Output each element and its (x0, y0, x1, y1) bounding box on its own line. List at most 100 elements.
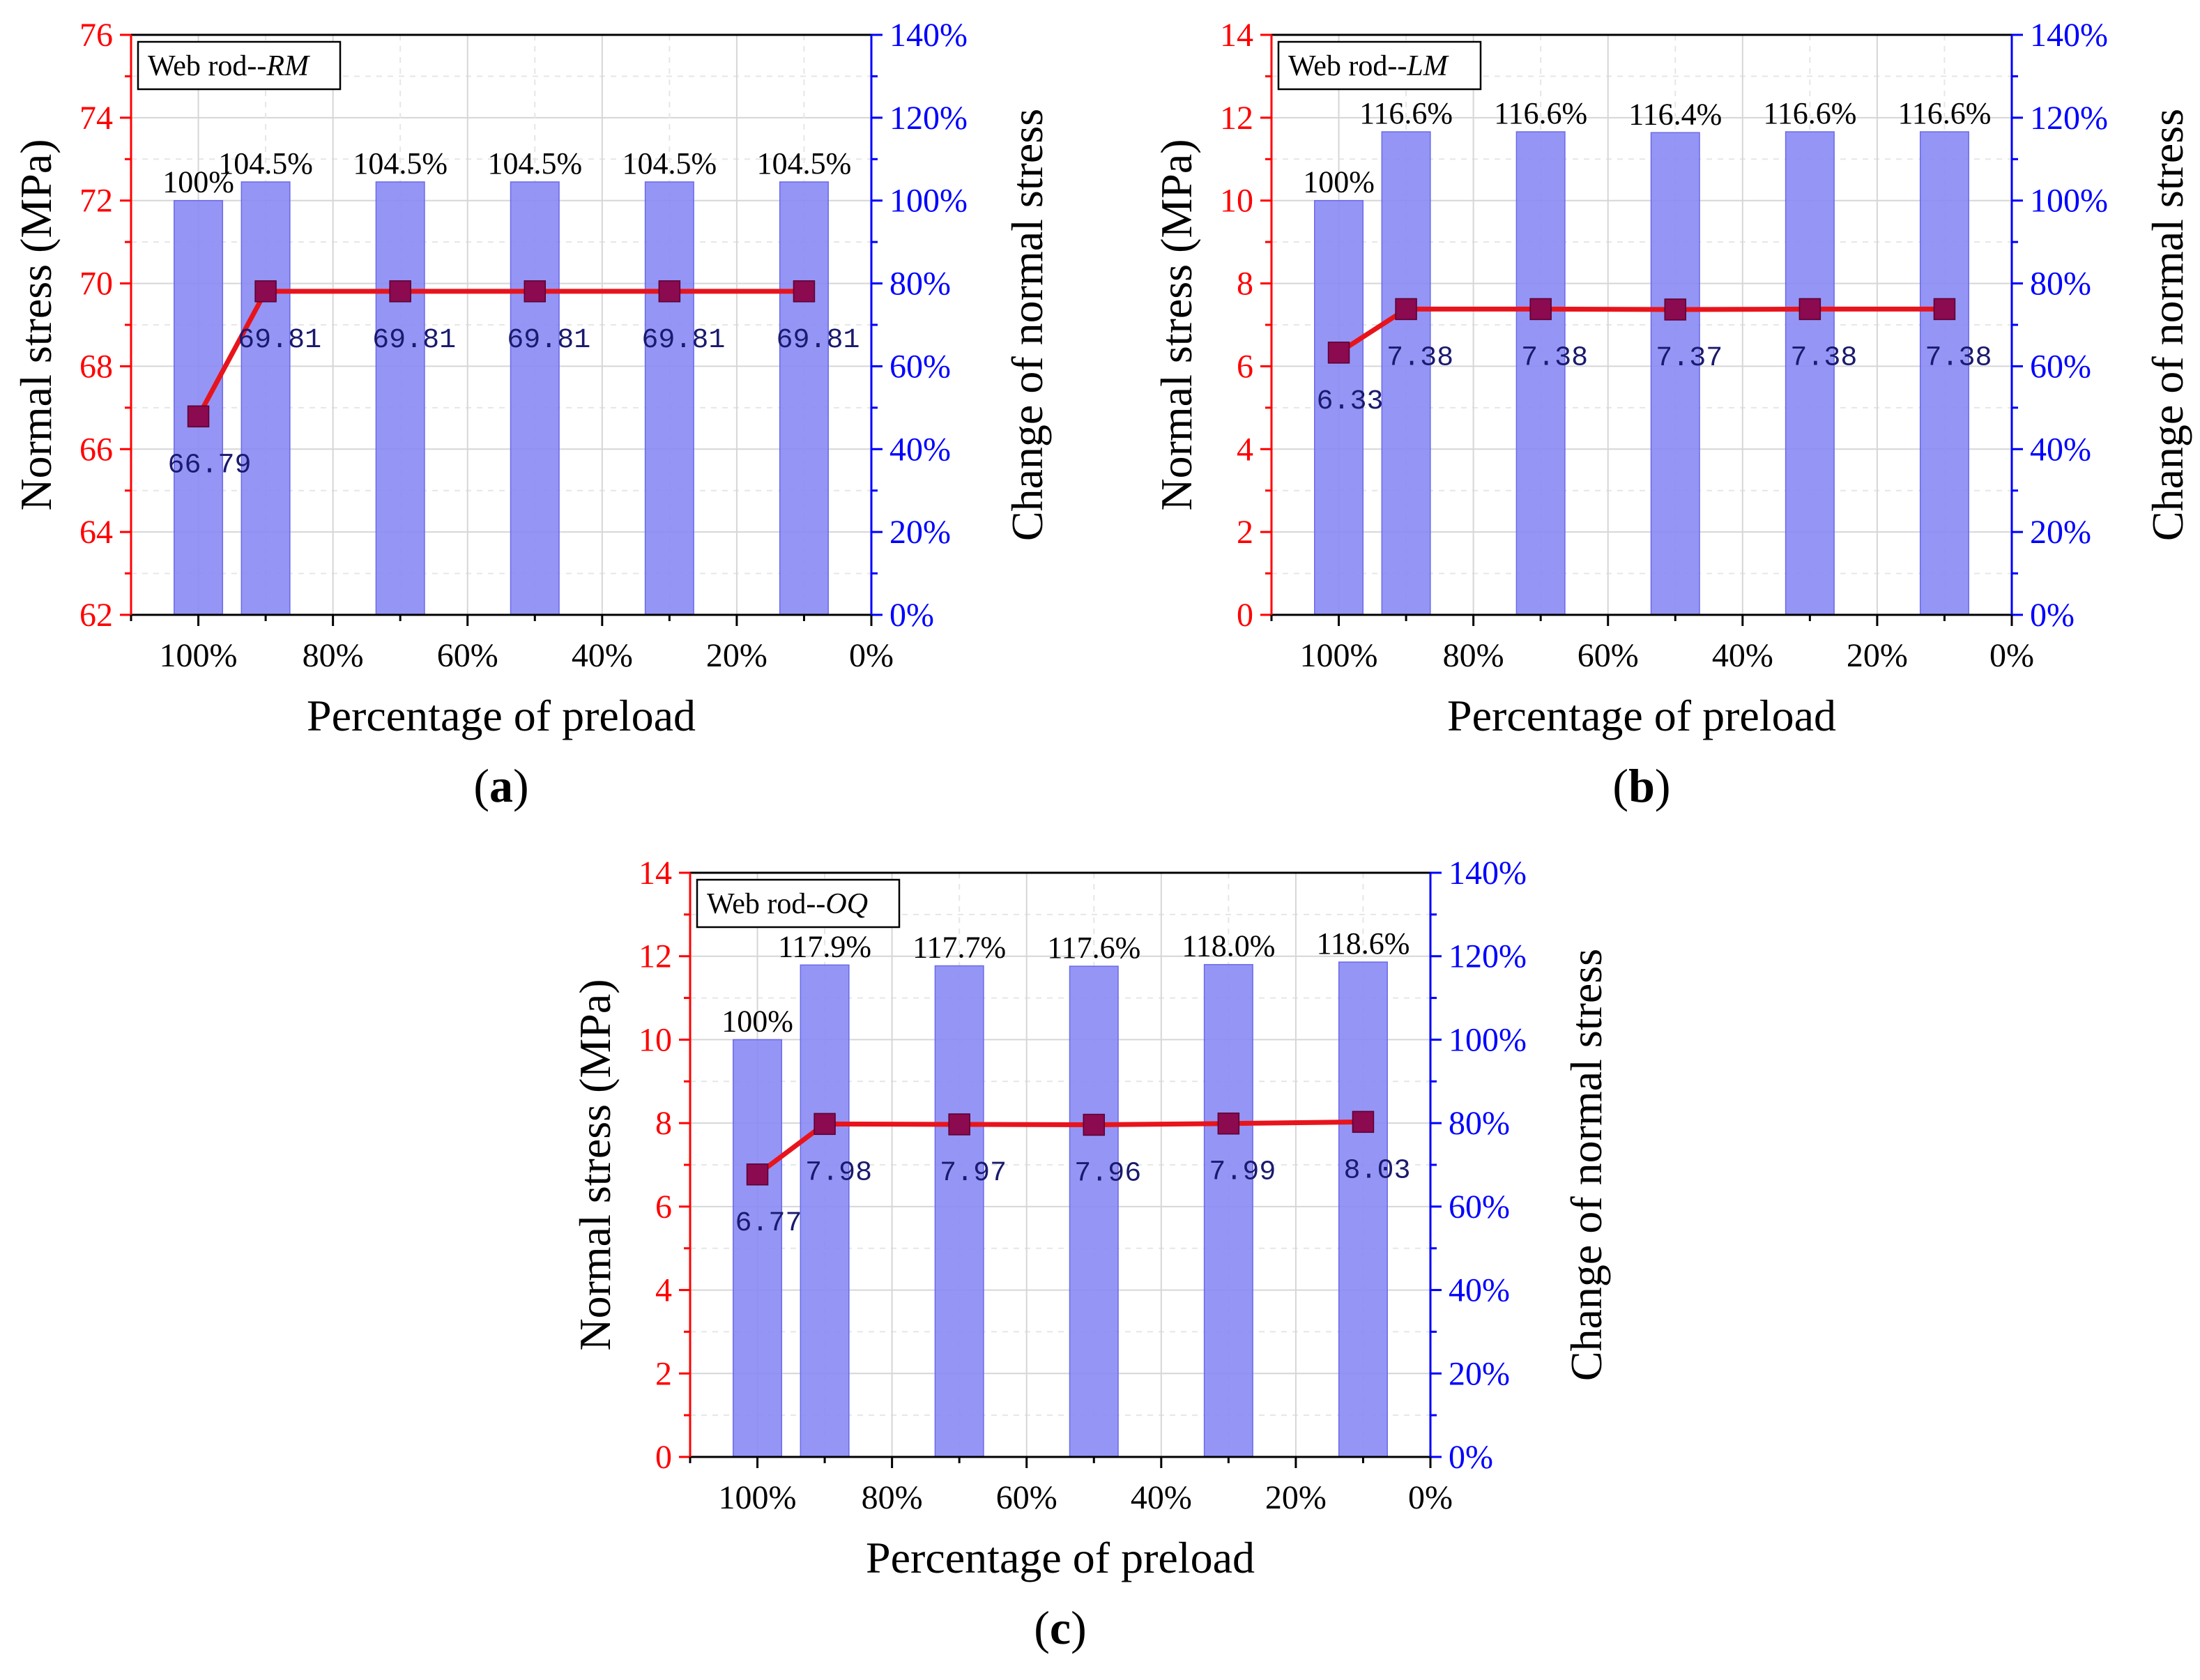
data-point (187, 405, 210, 428)
data-point (1664, 298, 1687, 321)
data-point (389, 280, 411, 303)
panel-caption: (a) (473, 759, 528, 812)
y-left-tick-label: 10 (1220, 183, 1253, 220)
y-left-tick-label: 8 (655, 1105, 672, 1142)
y-right-tick-label: 20% (889, 514, 951, 551)
y-left-axis-title: Normal stress (MPa) (1152, 139, 1201, 510)
x-tick-label: 20% (706, 637, 767, 674)
point-value-label: 69.81 (238, 325, 321, 356)
y-right-tick-label: 140% (1449, 855, 1527, 892)
data-point (1352, 1110, 1375, 1133)
data-point (746, 1163, 769, 1186)
bar (1338, 961, 1388, 1458)
bar-value-label: 117.9% (778, 929, 871, 963)
point-value-label: 6.77 (735, 1208, 802, 1239)
y-right-tick-label: 60% (2030, 348, 2091, 385)
bar-value-label: 118.0% (1182, 929, 1275, 963)
bar-value-label: 104.5% (622, 146, 717, 181)
bar (510, 181, 560, 616)
y-left-tick-label: 6 (1237, 348, 1253, 385)
y-right-tick-label: 0% (889, 597, 934, 634)
chart-panel: 024681012140%20%40%60%80%100%120%140%100… (570, 855, 1611, 1654)
y-left-tick-label: 8 (1237, 266, 1253, 303)
data-point (1798, 298, 1821, 321)
bar (934, 965, 984, 1458)
panel-caption-letter: b (1628, 759, 1655, 812)
bar-value-label: 116.6% (1763, 96, 1856, 130)
panel-caption-open: ( (1034, 1601, 1050, 1654)
y-right-tick-label: 120% (1449, 938, 1527, 975)
bar-value-label: 104.5% (487, 146, 582, 181)
series-line (196, 289, 804, 418)
point-value-label: 7.98 (805, 1157, 872, 1189)
panel-title: Web rod--LM (1288, 50, 1449, 82)
data-point (1933, 298, 1956, 321)
x-tick-label: 60% (437, 637, 498, 674)
y-right-axis-title: Change of normal stress (1002, 109, 1052, 541)
y-left-tick-label: 14 (639, 855, 672, 892)
panel-caption: (c) (1034, 1601, 1087, 1654)
y-right-tick-label: 60% (1449, 1189, 1510, 1225)
y-right-axis-title: Change of normal stress (1561, 949, 1611, 1381)
point-value-label: 7.97 (940, 1158, 1007, 1189)
point-value-label: 7.37 (1656, 343, 1722, 374)
y-left-tick-label: 2 (1237, 514, 1253, 551)
point-value-label: 66.79 (168, 450, 252, 481)
x-tick-label: 100% (719, 1479, 797, 1516)
y-right-tick-label: 40% (2030, 431, 2091, 468)
panel-caption-close: ) (513, 759, 529, 812)
panel-caption-open: ( (1612, 759, 1628, 812)
y-right-tick-label: 0% (1449, 1439, 1493, 1476)
data-point (813, 1113, 836, 1136)
y-left-tick-label: 0 (1237, 597, 1253, 634)
bar (1919, 131, 1969, 616)
y-left-tick-label: 4 (1237, 431, 1253, 468)
bar-value-label: 104.5% (218, 146, 313, 181)
y-left-tick-label: 6 (655, 1189, 672, 1225)
point-value-label: 6.33 (1317, 386, 1384, 418)
x-tick-label: 80% (303, 637, 364, 674)
point-value-label: 7.38 (1925, 342, 1992, 374)
y-left-tick-label: 4 (655, 1272, 672, 1309)
x-tick-label: 0% (1989, 637, 2034, 674)
y-right-tick-label: 20% (2030, 514, 2091, 551)
data-point (1327, 342, 1350, 364)
point-value-label: 7.38 (1387, 342, 1453, 374)
y-left-axis-title: Normal stress (MPa) (570, 979, 620, 1350)
bar (1515, 131, 1566, 616)
panel-caption-open: ( (473, 759, 489, 812)
series-line (1337, 306, 1945, 355)
y-left-tick-label: 64 (79, 514, 113, 551)
bar-value-label: 100% (1303, 165, 1375, 199)
y-right-tick-label: 20% (1449, 1355, 1510, 1392)
point-value-label: 69.81 (372, 325, 456, 356)
panel-title-rod-name: LM (1406, 50, 1449, 82)
point-value-label: 7.99 (1209, 1157, 1276, 1189)
y-right-tick-label: 140% (2030, 17, 2108, 54)
x-tick-label: 80% (1443, 637, 1504, 674)
bar (779, 181, 829, 616)
x-axis-title: Percentage of preload (866, 1533, 1255, 1582)
bar-value-label: 100% (162, 165, 234, 199)
y-left-tick-label: 76 (79, 17, 113, 54)
bar (240, 181, 291, 616)
y-right-tick-label: 100% (2030, 183, 2108, 220)
bar-value-label: 118.6% (1316, 926, 1410, 961)
x-axis-title: Percentage of preload (307, 691, 696, 740)
data-point (948, 1113, 970, 1136)
y-right-tick-label: 100% (1449, 1021, 1527, 1058)
panel-caption-close: ) (1071, 1601, 1087, 1654)
y-right-tick-label: 80% (889, 266, 951, 303)
panel-title-rod-name: OQ (825, 888, 868, 920)
panel-title: Web rod--RM (148, 50, 310, 82)
y-right-tick-label: 120% (889, 100, 968, 137)
data-point (1529, 298, 1552, 321)
y-right-tick-label: 140% (889, 17, 968, 54)
bar-value-label: 116.6% (1897, 96, 1991, 130)
y-left-tick-label: 74 (79, 100, 113, 137)
y-left-tick-label: 14 (1220, 17, 1253, 54)
bar (1314, 199, 1364, 616)
x-tick-label: 40% (1712, 637, 1773, 674)
bar (1069, 965, 1119, 1458)
